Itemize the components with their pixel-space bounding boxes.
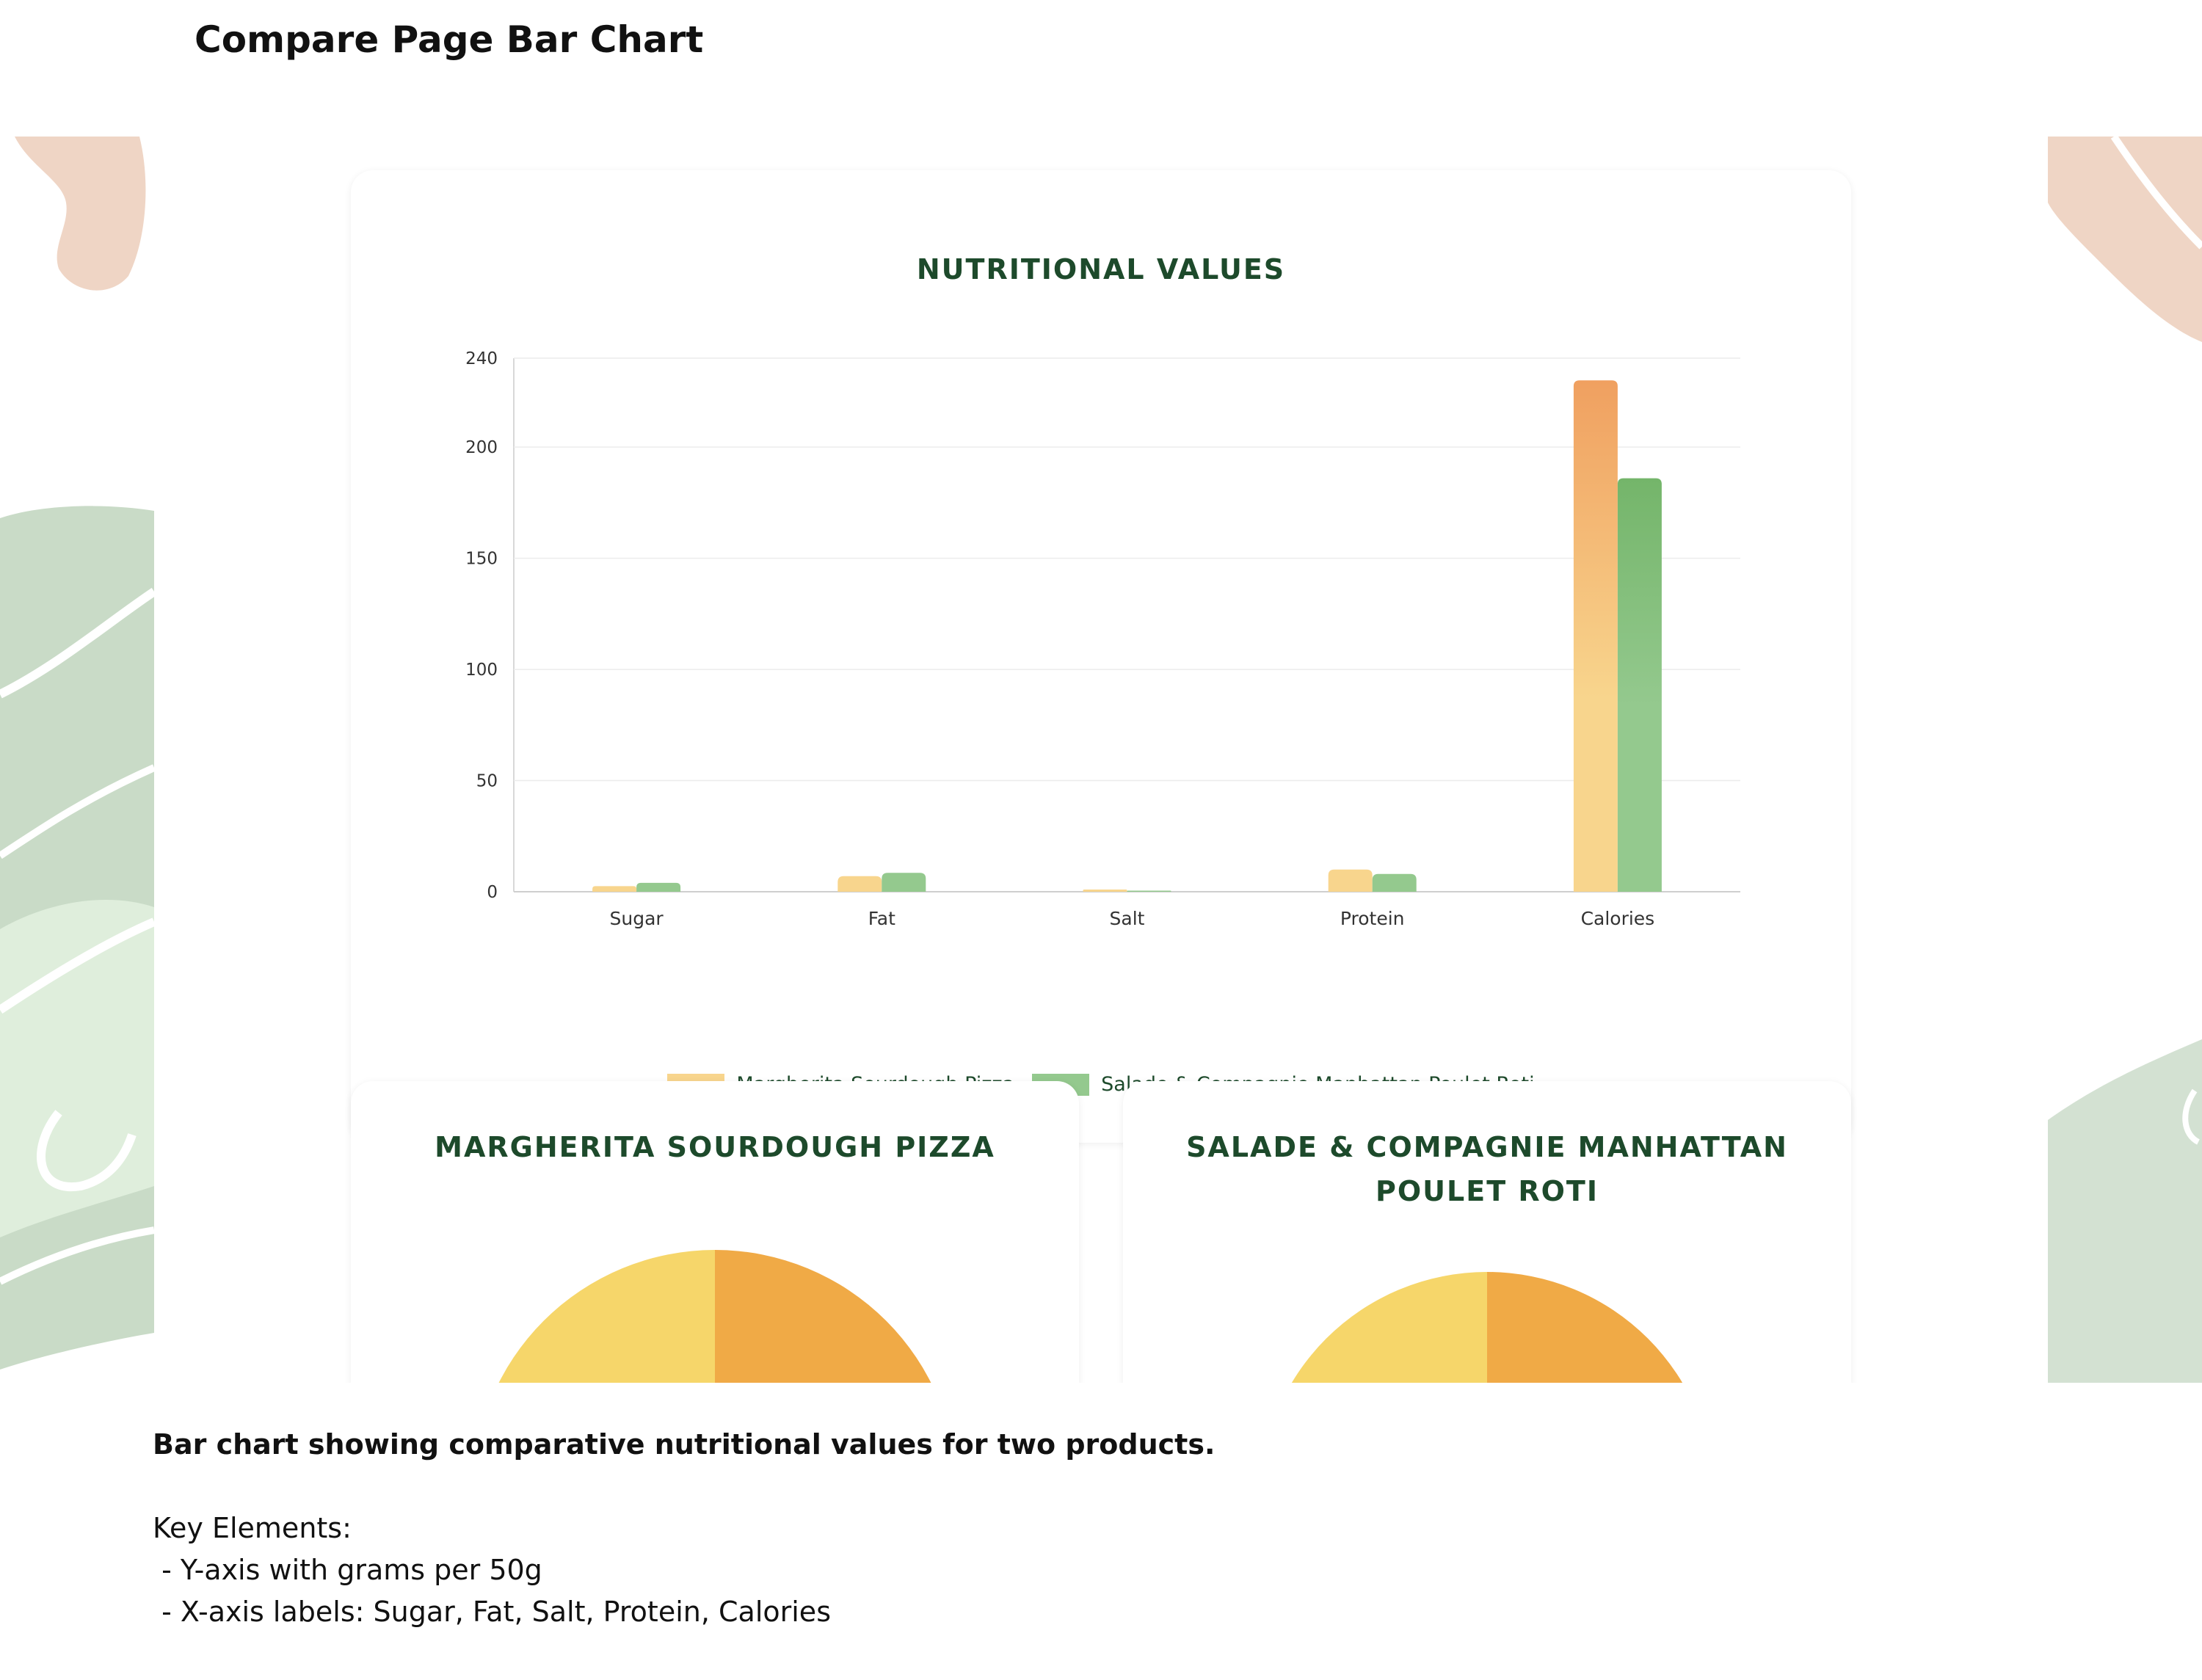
x-tick-label: Fat (868, 908, 895, 929)
bar-salad-sugar[interactable] (636, 882, 681, 892)
left-decoration (0, 137, 154, 1370)
x-tick-label: Calories (1581, 908, 1655, 929)
bar-salad-calories[interactable] (1617, 478, 1662, 892)
pie-chart-pizza (473, 1250, 957, 1383)
pie-slice-salad-yellow[interactable] (1260, 1272, 1487, 1383)
right-decoration (2048, 137, 2202, 1383)
pie-card-pizza-title: MARGHERITA SOURDOUGH PIZZA (435, 1131, 995, 1163)
pie-slice-pizza-yellow[interactable] (473, 1250, 715, 1383)
y-tick-label: 150 (465, 550, 498, 569)
x-tick-label: Sugar (610, 908, 664, 929)
bar-pizza-sugar[interactable] (592, 886, 637, 892)
pie-card-salad-title: SALADE & COMPAGNIE MANHATTAN POULET ROTI (1186, 1131, 1788, 1207)
chart-title: NUTRITIONAL VALUES (916, 253, 1286, 286)
page-title: Compare Page Bar Chart (195, 18, 704, 61)
bar-salad-protein[interactable] (1372, 873, 1417, 892)
bar-chart: 0 50 100 150 200 240 Sugar Fat Salt Protein Calori… (465, 349, 1740, 929)
pie-slice-salad-orange[interactable] (1487, 1272, 1715, 1383)
y-tick-label: 240 (465, 349, 498, 368)
y-tick-label: 0 (487, 883, 498, 902)
nutritional-values-card: NUTRITIONAL VALUES 0 50 100 150 200 240 Sugar F… (351, 170, 1851, 1143)
pie-card-salad: SALADE & COMPAGNIE MANHATTAN POULET ROTI (1123, 1081, 1851, 1383)
x-tick-label: Salt (1110, 908, 1145, 929)
pie-chart-salad (1260, 1272, 1715, 1383)
bar-pizza-salt[interactable] (1083, 889, 1127, 892)
description: Bar chart showing comparative nutritiona… (153, 1424, 2061, 1633)
bar-pizza-calories[interactable] (1573, 380, 1618, 892)
y-tick-label: 100 (465, 661, 498, 680)
pie-card-pizza: MARGHERITA SOURDOUGH PIZZA (351, 1081, 1079, 1383)
bar-salad-salt[interactable] (1127, 890, 1171, 892)
x-tick-label: Protein (1340, 908, 1405, 929)
description-heading: Bar chart showing comparative nutritiona… (153, 1428, 1216, 1461)
bar-pizza-protein[interactable] (1328, 869, 1373, 892)
bar-salad-fat[interactable] (882, 873, 926, 892)
pie-slice-pizza-orange[interactable] (715, 1250, 957, 1383)
description-key-label: Key Elements: (153, 1512, 352, 1544)
compare-page-screenshot: NUTRITIONAL VALUES 0 50 100 150 200 240 Sugar F… (0, 137, 2202, 1383)
description-item: - Y-axis with grams per 50g (153, 1554, 542, 1586)
y-tick-label: 50 (476, 772, 498, 791)
bar-pizza-fat[interactable] (837, 876, 882, 892)
description-item: - X-axis labels: Sugar, Fat, Salt, Prote… (153, 1596, 831, 1628)
y-tick-label: 200 (465, 438, 498, 457)
